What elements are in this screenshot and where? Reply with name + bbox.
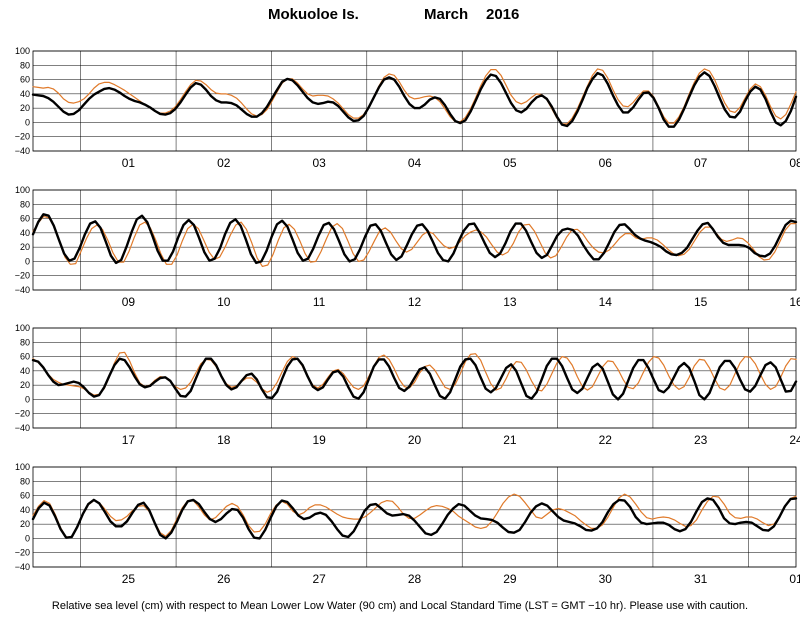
day-label: 15 <box>694 295 708 309</box>
day-label: 07 <box>694 156 708 170</box>
panel-2: 100 80 60 40 20 0 −20 −40 09 10 11 12 13 14 15 16 <box>15 185 800 309</box>
day-label: 30 <box>599 572 613 586</box>
day-label: 23 <box>694 433 708 447</box>
observed-line <box>31 497 798 540</box>
panel-3: 100 80 60 40 20 0 −20 −40 17 18 19 20 21 22 23 24 <box>15 323 800 447</box>
day-label: 05 <box>503 156 517 170</box>
day-label: 09 <box>122 295 136 309</box>
panel-frame <box>32 466 797 568</box>
panel-frame <box>32 50 797 152</box>
day-label: 26 <box>217 572 231 586</box>
y-tick-label: 60 <box>20 214 30 224</box>
observed-line <box>31 357 798 401</box>
day-label: 17 <box>122 433 136 447</box>
y-tick-label: −40 <box>15 146 30 156</box>
day-label: 20 <box>408 433 422 447</box>
day-label: 12 <box>408 295 422 309</box>
day-label: 10 <box>217 295 231 309</box>
station-title: Mokuoloe Is. <box>268 6 359 23</box>
y-tick-label: 20 <box>20 519 30 529</box>
day-label: 25 <box>122 572 136 586</box>
y-tick-label: −20 <box>15 409 30 419</box>
observed-line <box>31 213 798 265</box>
observed-line <box>31 71 798 128</box>
y-tick-label: 0 <box>25 117 30 127</box>
day-label: 19 <box>312 433 326 447</box>
panel-1: 100 80 60 40 20 0 −20 −40 01 02 03 04 05 06 07 08 <box>15 46 800 170</box>
y-tick-label: 40 <box>20 228 30 238</box>
y-tick-label: −20 <box>15 132 30 142</box>
y-tick-label: 20 <box>20 380 30 390</box>
y-tick-label: 0 <box>25 256 30 266</box>
y-tick-label: −20 <box>15 271 30 281</box>
y-tick-label: 100 <box>15 46 30 56</box>
day-label: 01 <box>789 572 800 586</box>
day-label: 28 <box>408 572 422 586</box>
y-tick-label: 100 <box>15 462 30 472</box>
y-tick-label: −40 <box>15 562 30 572</box>
day-label: 24 <box>789 433 800 447</box>
day-label: 06 <box>599 156 613 170</box>
day-label: 16 <box>789 295 800 309</box>
day-label: 02 <box>217 156 231 170</box>
day-label: 04 <box>408 156 422 170</box>
panel-4: 100 80 60 40 20 0 −20 −40 25 26 27 28 29 30 31 01 <box>15 462 800 586</box>
panel-frame <box>32 327 797 429</box>
day-label: 31 <box>694 572 708 586</box>
day-label: 11 <box>313 295 326 309</box>
day-label: 01 <box>122 156 136 170</box>
y-tick-label: −40 <box>15 423 30 433</box>
y-tick-label: 40 <box>20 366 30 376</box>
y-tick-label: 100 <box>15 323 30 333</box>
month-title: March <box>424 6 469 23</box>
y-tick-label: 60 <box>20 491 30 501</box>
y-tick-label: 40 <box>20 89 30 99</box>
y-tick-label: 80 <box>20 476 30 486</box>
panel-frame <box>32 189 797 291</box>
day-label: 27 <box>312 572 326 586</box>
y-tick-label: 20 <box>20 103 30 113</box>
y-tick-label: 100 <box>15 185 30 195</box>
predicted-line <box>32 215 797 267</box>
y-tick-label: 60 <box>20 352 30 362</box>
y-tick-label: 40 <box>20 505 30 515</box>
day-label: 21 <box>503 433 517 447</box>
year-title: 2016 <box>486 6 520 23</box>
y-tick-label: 0 <box>25 394 30 404</box>
caption: Relative sea level (cm) with respect to … <box>51 600 749 612</box>
y-tick-label: 0 <box>25 533 30 543</box>
day-label: 22 <box>599 433 613 447</box>
day-label: 03 <box>312 156 326 170</box>
day-label: 13 <box>503 295 517 309</box>
day-label: 18 <box>217 433 231 447</box>
day-label: 08 <box>789 156 800 170</box>
y-tick-label: −20 <box>15 548 30 558</box>
day-label: 14 <box>599 295 613 309</box>
y-tick-label: −40 <box>15 285 30 295</box>
day-label: 29 <box>503 572 517 586</box>
y-tick-label: 80 <box>20 337 30 347</box>
y-tick-label: 80 <box>20 60 30 70</box>
y-tick-label: 20 <box>20 242 30 252</box>
predicted-line <box>32 351 797 396</box>
y-tick-label: 80 <box>20 199 30 209</box>
y-tick-label: 60 <box>20 75 30 85</box>
